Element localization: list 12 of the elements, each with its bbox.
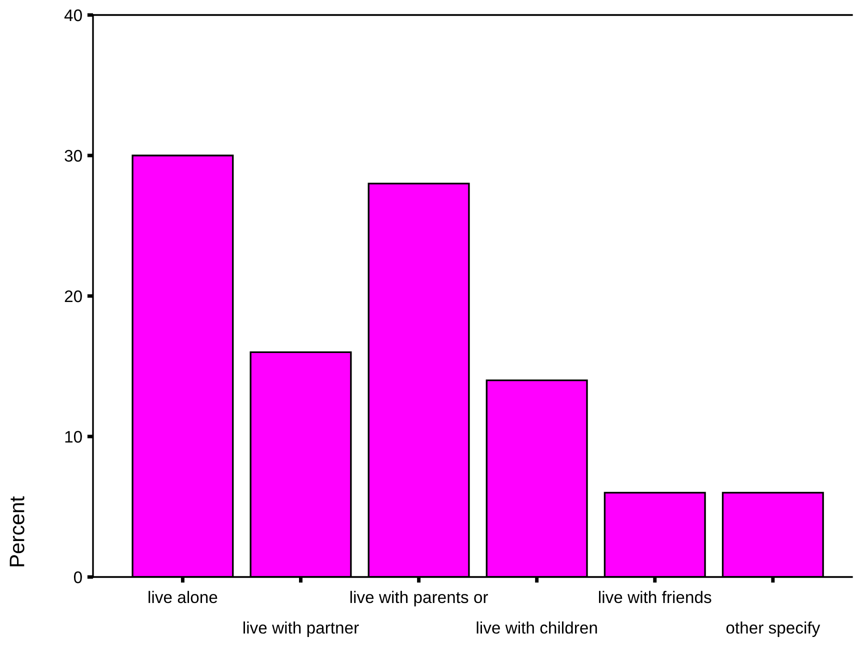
x-tick-label: live with friends [599, 590, 712, 604]
x-tick-label: live with parents or [350, 590, 488, 606]
y-tick-label: 20 [64, 290, 82, 302]
y-tick-label: 10 [65, 430, 82, 443]
y-tick-label: 40 [64, 9, 82, 22]
x-tick-label: live with partner [244, 621, 359, 637]
y-tick-label: 0 [74, 571, 82, 584]
x-tick-label: live alone [148, 590, 218, 604]
x-tick-label: live with children [476, 621, 597, 634]
y-axis-title: Percent [10, 496, 24, 566]
y-tick-label: 30 [64, 150, 82, 162]
x-tick-label: other specify [726, 621, 820, 637]
